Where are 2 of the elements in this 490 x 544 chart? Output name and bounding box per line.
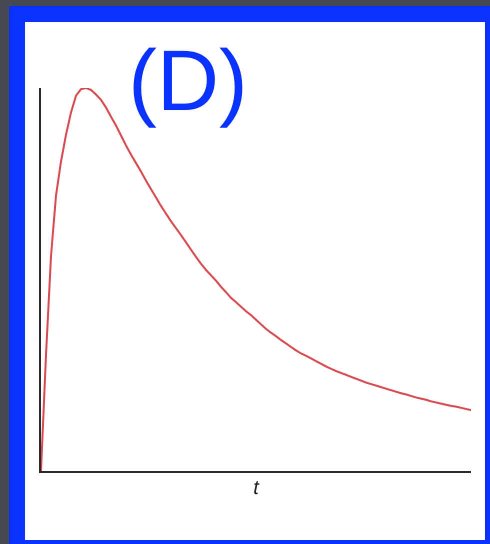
x-axis-title: t bbox=[253, 477, 260, 499]
chart-title: (D) bbox=[128, 33, 248, 130]
